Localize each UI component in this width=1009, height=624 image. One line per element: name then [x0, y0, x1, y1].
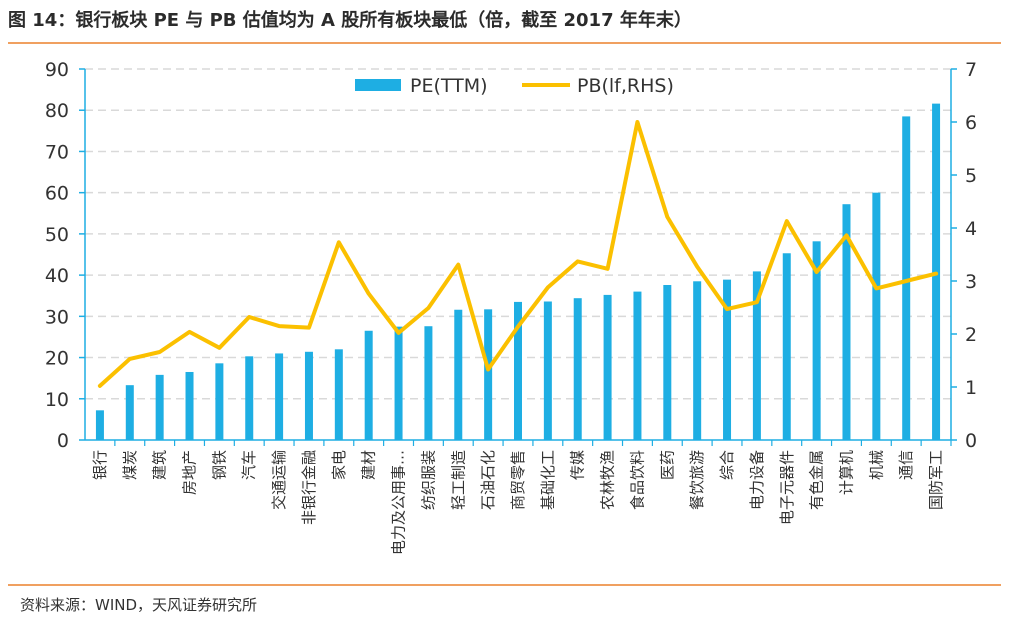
- y-right-tick-label: 3: [965, 271, 977, 293]
- y-right-tick-label: 1: [965, 377, 977, 399]
- y-left-tick-label: 40: [45, 265, 69, 287]
- x-category-label: 轻工制造: [449, 450, 467, 510]
- x-category-label: 电子元器件: [778, 450, 796, 525]
- pe-bar: [514, 301, 522, 440]
- pe-bar: [364, 330, 373, 440]
- y-left-tick-label: 60: [45, 183, 69, 205]
- y-left-tick-label: 50: [45, 224, 69, 246]
- y-right-tick-label: 2: [965, 324, 977, 346]
- x-category-label: 银行: [91, 450, 109, 480]
- pe-bar: [454, 309, 463, 440]
- pe-bar: [663, 285, 672, 440]
- pb-line: [97, 120, 939, 388]
- y-left-tick-label: 90: [45, 59, 69, 81]
- x-category-label: 计算机: [837, 450, 855, 495]
- x-category-label: 非银行金融: [300, 450, 318, 525]
- pe-bar: [752, 271, 761, 440]
- x-category-label: 医药: [658, 450, 676, 480]
- pe-bar: [215, 363, 224, 440]
- pe-pb-chart: 0 10 20 30 40 50 60 70 80 90 0 1 2 3 4 5 6 7 银行 煤炭 建筑 房地产 钢铁 汽车…: [45, 59, 977, 555]
- y-right-tick-label: 5: [965, 165, 977, 187]
- x-category-label: 有色金属: [808, 450, 826, 510]
- pe-bar: [95, 410, 104, 440]
- pe-bar: [125, 385, 134, 440]
- y-right-tick-label: 6: [965, 112, 977, 134]
- x-category-label: 基础化工: [539, 450, 557, 510]
- pe-bar: [872, 192, 881, 440]
- legend-pb-label: PB(lf,RHS): [577, 75, 674, 97]
- y-left-tick-label: 80: [45, 100, 69, 122]
- x-category-label: 交通运输: [270, 450, 288, 510]
- pe-bar: [275, 353, 284, 440]
- y-left-tick-label: 10: [45, 389, 69, 411]
- pe-bar: [424, 326, 433, 440]
- pe-bar: [185, 371, 194, 440]
- legend-pe-swatch: [355, 79, 401, 91]
- x-category-label: 商贸零售: [509, 450, 527, 510]
- x-category-label: 餐饮旅游: [688, 450, 706, 510]
- y-right-tick-label: 7: [965, 59, 977, 81]
- pe-bar: [723, 279, 732, 440]
- gridlines: [85, 68, 951, 400]
- x-category-label: 汽车: [240, 450, 258, 480]
- x-category-label: 农林牧渔: [599, 450, 617, 510]
- pe-bar: [155, 374, 164, 440]
- pe-bar: [543, 301, 552, 440]
- x-category-label: 国防军工: [927, 450, 945, 510]
- pe-bar: [812, 241, 821, 440]
- pe-bar: [782, 253, 791, 440]
- pe-bar: [573, 298, 582, 440]
- legend: PE(TTM) PB(lf,RHS): [355, 75, 674, 97]
- x-category-label: 电力及公用事…: [390, 450, 408, 555]
- x-category-label: 纺织服装: [419, 450, 437, 510]
- figure-title: 图 14：银行板块 PE 与 PB 估值均为 A 股所有板块最低（倍，截至 20…: [8, 10, 692, 31]
- pe-bar: [842, 204, 851, 440]
- pe-bar: [603, 294, 612, 440]
- x-category-label: 机械: [867, 450, 885, 480]
- axes: 0 10 20 30 40 50 60 70 80 90 0 1 2 3 4 5 6 7 银行 煤炭 建筑 房地产 钢铁 汽车…: [45, 59, 977, 555]
- x-category-label: 钢铁: [210, 450, 228, 480]
- x-category-label: 石油石化: [479, 450, 497, 510]
- x-category-label: 家电: [330, 450, 348, 480]
- x-category-label: 食品饮料: [628, 450, 646, 510]
- x-category-label: 建筑: [151, 450, 169, 480]
- x-category-label: 综合: [718, 450, 736, 480]
- x-category-label: 电力设备: [748, 450, 766, 510]
- x-category-label: 通信: [897, 450, 915, 480]
- pe-bar: [633, 291, 642, 440]
- y-left-tick-label: 70: [45, 141, 69, 163]
- x-category-label: 建材: [360, 450, 378, 480]
- pe-bar: [693, 281, 702, 440]
- source-note: 资料来源：WIND，天风证券研究所: [20, 596, 258, 614]
- pe-bars: [95, 103, 941, 441]
- y-right-tick-label: 4: [965, 218, 977, 240]
- footer-divider: [8, 584, 1001, 586]
- pe-bar: [334, 349, 343, 440]
- pe-bar: [245, 356, 254, 440]
- pe-bar: [902, 116, 911, 441]
- y-left-tick-label: 0: [57, 430, 69, 452]
- legend-pe-label: PE(TTM): [410, 75, 488, 97]
- pe-bar: [394, 326, 403, 440]
- x-category-label: 房地产: [181, 450, 199, 495]
- pe-bar: [304, 351, 313, 440]
- y-right-tick-label: 0: [965, 430, 977, 452]
- y-left-tick-label: 20: [45, 348, 69, 370]
- pe-bar: [484, 309, 493, 440]
- title-divider: [8, 42, 1001, 44]
- x-category-label: 煤炭: [121, 450, 139, 480]
- x-category-label: 传媒: [569, 450, 587, 480]
- y-left-tick-label: 30: [45, 306, 69, 328]
